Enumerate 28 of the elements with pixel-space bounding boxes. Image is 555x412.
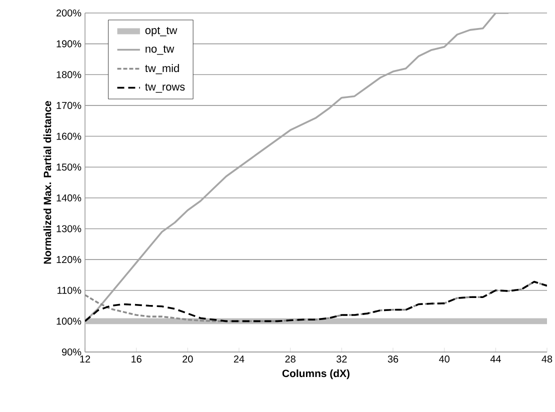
legend-label: opt_tw xyxy=(145,26,178,36)
y-tick-label: 130% xyxy=(56,225,82,232)
y-tick-label: 190% xyxy=(56,40,82,48)
x-tick-label: 32 xyxy=(336,356,347,363)
x-tick-label: 16 xyxy=(132,356,142,363)
y-tick-label: 140% xyxy=(56,194,82,202)
x-axis-title: Columns (dX) xyxy=(282,369,350,380)
y-tick-label: 200% xyxy=(56,9,82,17)
x-tick-label: 20 xyxy=(182,356,193,363)
x-tick-label: 28 xyxy=(285,356,296,363)
y-tick-label: 120% xyxy=(56,256,82,264)
y-tick-label: 90% xyxy=(62,348,82,356)
legend-label: no_tw xyxy=(146,46,174,55)
y-tick-label: 150% xyxy=(56,164,82,171)
y-tick-label: 170% xyxy=(56,102,82,109)
x-tick-label: 36 xyxy=(388,356,398,363)
y-tick-label: 160% xyxy=(56,132,82,140)
x-tick-label: 44 xyxy=(490,356,501,362)
legend-label: tw_mid xyxy=(145,64,179,74)
x-tick-label: 40 xyxy=(439,356,450,363)
x-tick-label: 24 xyxy=(234,356,244,362)
y-axis-title: Normalized Max. Partial distance xyxy=(43,100,52,264)
y-tick-label: 110% xyxy=(58,286,82,294)
y-tick-label: 100% xyxy=(56,318,82,325)
y-tick-label: 180% xyxy=(56,71,82,78)
legend-label: tw_rows xyxy=(145,83,185,93)
x-tick-label: 12 xyxy=(80,356,90,362)
x-tick-label: 48 xyxy=(542,356,552,363)
